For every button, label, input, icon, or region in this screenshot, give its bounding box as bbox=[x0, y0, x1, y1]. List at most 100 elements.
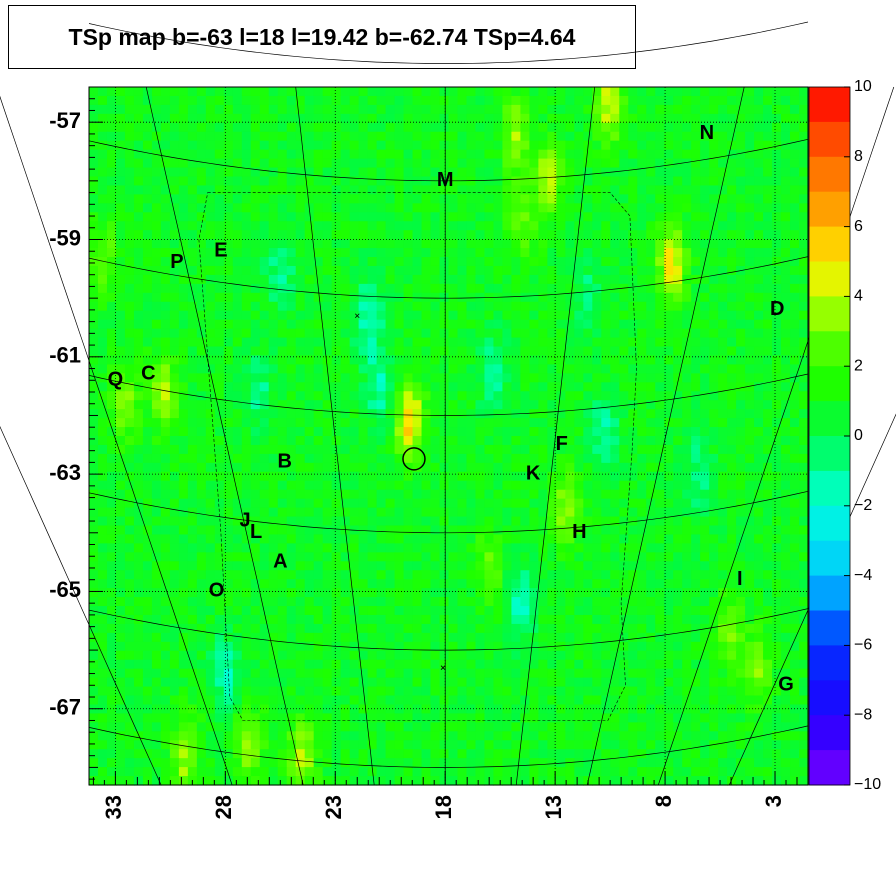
heatmap-cell bbox=[700, 328, 710, 339]
heatmap-cell bbox=[682, 257, 692, 267]
heatmap-cell bbox=[718, 328, 728, 339]
heatmap-cell bbox=[493, 453, 504, 464]
heatmap-cell bbox=[340, 400, 351, 410]
heatmap-cell bbox=[412, 167, 423, 178]
heatmap-cell bbox=[457, 525, 468, 536]
heatmap-cell bbox=[322, 570, 333, 580]
heatmap-cell bbox=[565, 364, 575, 374]
heatmap-cell bbox=[718, 444, 728, 455]
heatmap-cell bbox=[448, 355, 459, 366]
heatmap-cell bbox=[178, 462, 189, 473]
heatmap-cell bbox=[637, 489, 647, 500]
heatmap-cell bbox=[376, 373, 387, 383]
heatmap-cell bbox=[142, 149, 153, 160]
heatmap-cell bbox=[196, 355, 207, 366]
heatmap-cell bbox=[160, 614, 171, 625]
heatmap-cell bbox=[178, 436, 189, 446]
heatmap-cell bbox=[223, 248, 234, 258]
heatmap-cell bbox=[673, 507, 683, 518]
heatmap-cell bbox=[376, 221, 387, 231]
heatmap-cell bbox=[457, 176, 468, 187]
heatmap-cell bbox=[367, 131, 378, 142]
heatmap-cell bbox=[790, 104, 800, 115]
heatmap-cell bbox=[601, 614, 611, 625]
heatmap-cell bbox=[340, 301, 351, 312]
heatmap-cell bbox=[313, 149, 324, 160]
heatmap-cell bbox=[484, 588, 495, 598]
heatmap-cell bbox=[646, 292, 656, 303]
heatmap-cell bbox=[592, 444, 602, 455]
heatmap-cell bbox=[736, 328, 746, 339]
heatmap-cell bbox=[151, 507, 162, 518]
heatmap-cell bbox=[412, 570, 423, 580]
heatmap-cell bbox=[700, 301, 710, 312]
heatmap-cell bbox=[205, 292, 216, 303]
heatmap-cell bbox=[178, 131, 189, 142]
heatmap-cell bbox=[745, 113, 755, 124]
heatmap-cell bbox=[430, 480, 441, 491]
heatmap-cell bbox=[115, 194, 126, 204]
heatmap-cell bbox=[115, 113, 126, 124]
heatmap-cell bbox=[178, 185, 189, 195]
heatmap-cell bbox=[286, 301, 297, 312]
heatmap-cell bbox=[205, 87, 216, 97]
heatmap-cell bbox=[583, 480, 593, 491]
heatmap-cell bbox=[466, 265, 477, 276]
heatmap-cell bbox=[520, 552, 530, 562]
heatmap-cell bbox=[304, 427, 315, 437]
heatmap-cell bbox=[268, 95, 279, 106]
heatmap-cell bbox=[376, 212, 387, 222]
heatmap-cell bbox=[89, 221, 99, 231]
heatmap-cell bbox=[133, 444, 144, 455]
heatmap-cell bbox=[583, 274, 593, 285]
heatmap-cell bbox=[322, 507, 333, 518]
heatmap-cell bbox=[493, 606, 504, 616]
heatmap-cell bbox=[637, 95, 647, 106]
heatmap-cell bbox=[700, 561, 710, 571]
heatmap-cell bbox=[430, 131, 441, 142]
heatmap-cell bbox=[241, 373, 252, 383]
heatmap-cell bbox=[151, 301, 162, 312]
heatmap-cell bbox=[169, 614, 180, 625]
heatmap-cell bbox=[700, 319, 710, 330]
heatmap-cell bbox=[214, 641, 225, 652]
heatmap-cell bbox=[403, 436, 414, 446]
heatmap-cell bbox=[187, 373, 198, 383]
heatmap-cell bbox=[268, 516, 279, 527]
heatmap-cell bbox=[475, 588, 486, 598]
heatmap-cell bbox=[601, 436, 611, 446]
heatmap-cell bbox=[736, 257, 746, 267]
heatmap-cell bbox=[313, 310, 324, 321]
heatmap-cell bbox=[295, 427, 306, 437]
heatmap-cell bbox=[673, 444, 683, 455]
heatmap-cell bbox=[124, 230, 135, 240]
heatmap-cell bbox=[169, 185, 180, 195]
heatmap-cell bbox=[601, 248, 611, 258]
heatmap-cell bbox=[277, 570, 288, 580]
heatmap-cell bbox=[286, 364, 297, 374]
heatmap-cell bbox=[610, 632, 620, 643]
heatmap-cell bbox=[358, 122, 369, 133]
heatmap-cell bbox=[412, 248, 423, 258]
heatmap-cell bbox=[529, 543, 539, 553]
heatmap-cell bbox=[349, 561, 360, 571]
heatmap-cell bbox=[763, 87, 773, 97]
heatmap-cell bbox=[376, 543, 387, 553]
heatmap-cell bbox=[556, 328, 566, 339]
heatmap-cell bbox=[466, 167, 477, 178]
heatmap-cell bbox=[412, 462, 423, 473]
heatmap-cell bbox=[394, 221, 405, 231]
heatmap-cell bbox=[430, 588, 441, 598]
heatmap-cell bbox=[673, 257, 683, 267]
heatmap-cell bbox=[475, 391, 486, 401]
heatmap-cell bbox=[196, 310, 207, 321]
heatmap-cell bbox=[133, 230, 144, 240]
heatmap-cell bbox=[160, 543, 171, 553]
heatmap-cell bbox=[457, 498, 468, 509]
heatmap-cell bbox=[700, 588, 710, 598]
heatmap-cell bbox=[97, 274, 108, 285]
heatmap-cell bbox=[97, 87, 108, 97]
heatmap-cell bbox=[259, 534, 270, 544]
heatmap-cell bbox=[313, 203, 324, 213]
heatmap-cell bbox=[214, 176, 225, 187]
